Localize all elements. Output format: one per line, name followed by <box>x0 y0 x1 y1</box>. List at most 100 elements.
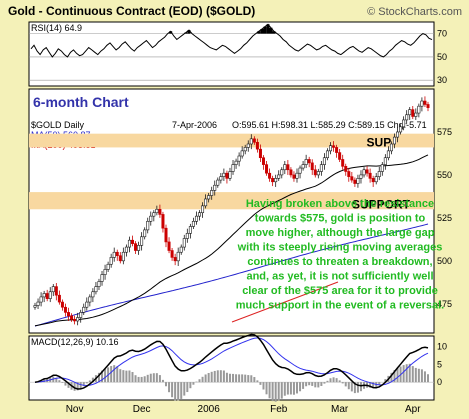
macd-histogram-bar <box>134 375 137 383</box>
candle-body <box>176 251 180 262</box>
candle-body <box>389 143 393 152</box>
candle-body <box>213 184 217 191</box>
candle-body <box>185 233 189 239</box>
macd-histogram-bar <box>189 382 192 389</box>
candle-body <box>103 269 107 275</box>
macd-signal-line <box>34 337 429 387</box>
candle-body <box>191 221 195 227</box>
candle-body <box>319 164 323 172</box>
macd-histogram-bar <box>393 370 396 383</box>
date-tick-label: Dec <box>133 404 151 415</box>
macd-histogram-bar <box>61 382 64 383</box>
macd-histogram-bar <box>183 382 186 396</box>
candle-body <box>304 159 308 165</box>
macd-histogram-bar <box>378 382 381 386</box>
candle-body <box>240 150 244 157</box>
price-tick-label: 575 <box>437 127 452 137</box>
candle-body <box>325 150 329 159</box>
six-month-badge: 6-month Chart <box>33 94 129 110</box>
macd-histogram-bar <box>143 376 146 383</box>
candle-body <box>143 229 147 238</box>
macd-histogram-bar <box>423 371 426 383</box>
annotation-line: towards $575, gold is position to <box>255 213 426 225</box>
candle-body <box>182 238 186 248</box>
candle-body <box>310 162 314 171</box>
candle-body <box>417 105 421 114</box>
candle-body <box>134 243 138 251</box>
macd-histogram-bar <box>253 377 256 383</box>
macd-histogram-bar <box>152 373 155 383</box>
macd-histogram-bar <box>320 382 323 386</box>
macd-histogram-bar <box>256 380 259 383</box>
macd-histogram-bar <box>280 382 283 399</box>
macd-histogram-bar <box>292 382 295 395</box>
candle-body <box>380 164 384 172</box>
annotation-line: move higher, although the large gap <box>246 227 435 239</box>
macd-histogram-bar <box>305 382 308 387</box>
candle-body <box>359 174 363 179</box>
rsi-panel <box>28 21 435 87</box>
rsi-level-lines <box>29 33 434 81</box>
macd-histogram-bar <box>177 382 180 401</box>
macd-histogram-bar <box>323 382 326 384</box>
candle-body <box>45 293 49 299</box>
macd-histogram-bar <box>405 364 408 383</box>
macd-histogram-bar <box>262 382 265 390</box>
candle-body <box>219 176 223 181</box>
candle-body <box>121 251 125 262</box>
macd-histogram-bar <box>286 382 289 395</box>
macd-histogram-bar <box>274 382 277 402</box>
macd-histogram-bar <box>232 373 235 383</box>
candle-body <box>356 178 360 184</box>
macd-histogram-bar <box>417 368 420 383</box>
macd-histogram-bar <box>238 374 241 383</box>
price-tick-label: 550 <box>437 170 452 180</box>
macd-histogram-bar <box>268 382 271 399</box>
macd-histogram-bar <box>372 382 375 389</box>
candle-body <box>146 221 150 231</box>
candle-body <box>280 169 284 176</box>
price-candles <box>33 96 430 326</box>
annotation-line: much support in the event of a reversal. <box>236 300 444 312</box>
candle-body <box>231 164 235 172</box>
macd-histogram-bar <box>155 373 158 383</box>
macd-histogram-bar <box>171 382 174 398</box>
macd-histogram-bar <box>122 370 125 383</box>
candle-body <box>237 155 241 162</box>
macd-histogram-bar <box>104 368 107 383</box>
macd-label: MACD(12,26,9) 10.16 <box>31 337 119 347</box>
macd-histogram-bar <box>277 382 280 401</box>
candle-body <box>365 169 369 174</box>
candle-body <box>222 172 226 177</box>
candle-body <box>137 245 141 251</box>
candle-body <box>73 318 77 322</box>
macd-histogram-bar <box>271 382 274 402</box>
price-panel <box>28 88 435 334</box>
candle-body <box>271 178 275 183</box>
macd-histogram-bar <box>289 382 292 395</box>
macd-histogram-bar <box>411 366 414 383</box>
macd-histogram-bar <box>161 379 164 383</box>
rsi-axis: 70 50 30 <box>437 29 447 86</box>
candle-body <box>39 296 43 303</box>
macd-histogram-bar <box>146 374 149 383</box>
ma200-line <box>34 223 429 327</box>
macd-histogram-bar <box>192 382 195 385</box>
macd-histogram-bar <box>299 382 302 392</box>
candle-body <box>54 286 58 296</box>
candle-body <box>201 205 205 214</box>
macd-histogram-bar <box>195 381 198 383</box>
macd-histogram-bar <box>207 372 210 383</box>
candle-body <box>255 141 259 150</box>
price-axis: 575 550 525 500 475 <box>437 127 452 309</box>
candle-body <box>216 179 220 186</box>
macd-histogram-bar <box>338 380 341 383</box>
candle-body <box>48 291 52 299</box>
macd-line <box>34 333 429 390</box>
annotation-line: continues to threaten a breakdown, <box>247 256 432 268</box>
macd-histogram-bar <box>384 379 387 383</box>
date-tick-label: 2006 <box>198 404 221 415</box>
macd-histogram-bar <box>119 369 122 383</box>
macd-tick-label: 0 <box>437 377 442 387</box>
